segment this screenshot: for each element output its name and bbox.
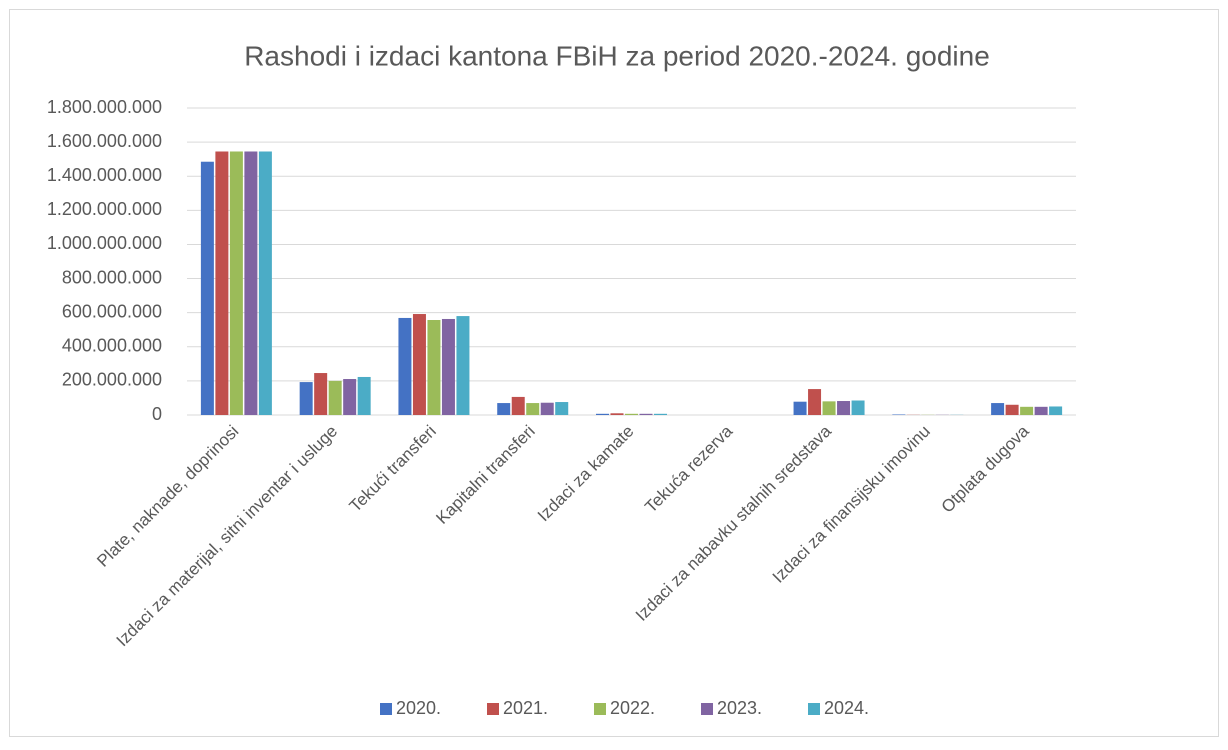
y-tick-label: 0 — [152, 404, 162, 424]
y-tick-label: 800.000.000 — [62, 267, 162, 287]
legend-swatch — [594, 703, 606, 715]
bar — [456, 316, 469, 415]
bar — [329, 381, 342, 415]
bar — [512, 397, 525, 415]
bar — [837, 401, 850, 415]
legend-swatch — [701, 703, 713, 715]
bar — [413, 314, 426, 415]
legend-label: 2024. — [824, 698, 869, 718]
bar — [442, 319, 455, 415]
bar — [1035, 407, 1048, 415]
bar — [596, 414, 609, 415]
bar — [259, 151, 272, 415]
chart-frame — [10, 10, 1219, 737]
bar — [808, 389, 821, 415]
bar — [625, 414, 638, 415]
bar — [654, 414, 667, 415]
legend-label: 2022. — [610, 698, 655, 718]
bar — [794, 402, 807, 415]
bar — [300, 382, 313, 415]
bar — [823, 401, 836, 415]
bar — [1020, 407, 1033, 415]
bar — [852, 401, 865, 415]
y-tick-label: 400.000.000 — [62, 336, 162, 356]
legend-swatch — [380, 703, 392, 715]
y-tick-label: 1.000.000.000 — [47, 233, 162, 253]
bar — [201, 162, 214, 415]
bar — [215, 151, 228, 415]
legend-swatch — [808, 703, 820, 715]
chart-title: Rashodi i izdaci kantona FBiH za period … — [244, 40, 990, 71]
bar — [555, 402, 568, 415]
bar — [314, 373, 327, 415]
bar — [892, 414, 905, 415]
bar — [398, 318, 411, 415]
legend-label: 2020. — [396, 698, 441, 718]
legend-swatch — [487, 703, 499, 715]
legend-label: 2021. — [503, 698, 548, 718]
bar — [244, 151, 257, 415]
bar — [343, 379, 356, 415]
bar — [640, 414, 653, 415]
y-tick-label: 1.400.000.000 — [47, 165, 162, 185]
bar — [526, 403, 539, 415]
bar — [497, 403, 510, 415]
legend-label: 2023. — [717, 698, 762, 718]
bar — [427, 320, 440, 415]
bar — [358, 377, 371, 415]
y-tick-label: 200.000.000 — [62, 370, 162, 390]
bar — [230, 151, 243, 415]
y-tick-label: 1.800.000.000 — [47, 97, 162, 117]
bar — [1006, 405, 1019, 415]
y-tick-label: 600.000.000 — [62, 301, 162, 321]
bar — [991, 403, 1004, 415]
bar — [611, 413, 624, 415]
bar — [1049, 406, 1062, 415]
y-tick-label: 1.600.000.000 — [47, 131, 162, 151]
bar — [541, 403, 554, 415]
y-tick-label: 1.200.000.000 — [47, 199, 162, 219]
